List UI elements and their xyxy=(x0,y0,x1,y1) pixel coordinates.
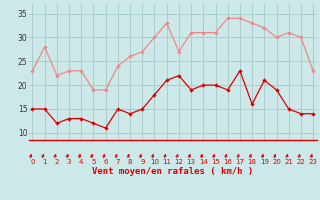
X-axis label: Vent moyen/en rafales ( km/h ): Vent moyen/en rafales ( km/h ) xyxy=(92,167,253,176)
